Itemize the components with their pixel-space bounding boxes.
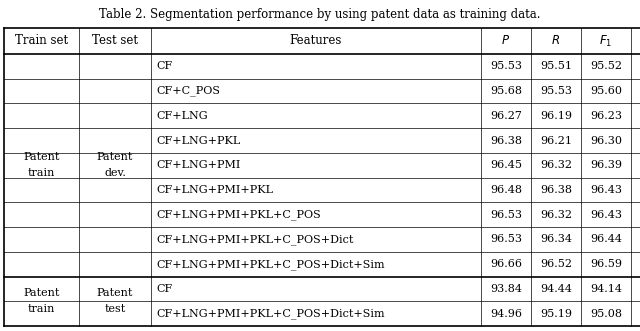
Text: 96.38: 96.38 bbox=[540, 185, 572, 195]
Text: CF+LNG: CF+LNG bbox=[156, 111, 207, 121]
Text: 96.45: 96.45 bbox=[490, 160, 522, 170]
Text: CF+LNG+PMI: CF+LNG+PMI bbox=[156, 160, 241, 170]
Text: Patent
dev.: Patent dev. bbox=[97, 152, 133, 178]
Text: Test set: Test set bbox=[92, 34, 138, 48]
Text: Features: Features bbox=[290, 34, 342, 48]
Text: 94.44: 94.44 bbox=[540, 284, 572, 294]
Text: 96.53: 96.53 bbox=[490, 210, 522, 220]
Text: CF+LNG+PMI+PKL: CF+LNG+PMI+PKL bbox=[156, 185, 273, 195]
Text: 96.52: 96.52 bbox=[540, 259, 572, 269]
Text: $R$: $R$ bbox=[552, 34, 561, 48]
Text: CF: CF bbox=[156, 284, 172, 294]
Text: 96.48: 96.48 bbox=[490, 185, 522, 195]
Text: 96.59: 96.59 bbox=[590, 259, 622, 269]
Text: Patent
train: Patent train bbox=[23, 152, 60, 178]
Text: 95.68: 95.68 bbox=[490, 86, 522, 96]
Text: CF+LNG+PKL: CF+LNG+PKL bbox=[156, 136, 240, 146]
Text: Table 2. Segmentation performance by using patent data as training data.: Table 2. Segmentation performance by usi… bbox=[99, 8, 541, 21]
Text: 96.30: 96.30 bbox=[590, 136, 622, 146]
Text: Train set: Train set bbox=[15, 34, 68, 48]
Text: 96.38: 96.38 bbox=[490, 136, 522, 146]
Text: 95.60: 95.60 bbox=[590, 86, 622, 96]
Text: 95.19: 95.19 bbox=[540, 308, 572, 319]
Text: 96.43: 96.43 bbox=[590, 185, 622, 195]
Text: 95.53: 95.53 bbox=[490, 61, 522, 71]
Text: 95.51: 95.51 bbox=[540, 61, 572, 71]
Text: 96.21: 96.21 bbox=[540, 136, 572, 146]
Text: $P$: $P$ bbox=[502, 34, 511, 48]
Text: Patent
train: Patent train bbox=[23, 288, 60, 314]
Text: CF: CF bbox=[156, 61, 172, 71]
Text: 96.66: 96.66 bbox=[490, 259, 522, 269]
Text: 96.32: 96.32 bbox=[540, 210, 572, 220]
Text: 94.14: 94.14 bbox=[590, 284, 622, 294]
Text: CF+LNG+PMI+PKL+C_POS+Dict+Sim: CF+LNG+PMI+PKL+C_POS+Dict+Sim bbox=[156, 308, 385, 319]
Text: 94.96: 94.96 bbox=[490, 308, 522, 319]
Text: 96.23: 96.23 bbox=[590, 111, 622, 121]
Text: CF+LNG+PMI+PKL+C_POS+Dict+Sim: CF+LNG+PMI+PKL+C_POS+Dict+Sim bbox=[156, 259, 385, 269]
Text: 95.53: 95.53 bbox=[540, 86, 572, 96]
Text: 95.52: 95.52 bbox=[590, 61, 622, 71]
Text: CF+C_POS: CF+C_POS bbox=[156, 86, 220, 96]
Text: CF+LNG+PMI+PKL+C_POS+Dict: CF+LNG+PMI+PKL+C_POS+Dict bbox=[156, 234, 353, 245]
Text: 96.34: 96.34 bbox=[540, 234, 572, 245]
Text: 96.39: 96.39 bbox=[590, 160, 622, 170]
Text: 93.84: 93.84 bbox=[490, 284, 522, 294]
Text: 95.08: 95.08 bbox=[590, 308, 622, 319]
Text: 96.44: 96.44 bbox=[590, 234, 622, 245]
Text: 96.53: 96.53 bbox=[490, 234, 522, 245]
Text: Patent
test: Patent test bbox=[97, 288, 133, 314]
Text: 96.32: 96.32 bbox=[540, 160, 572, 170]
Text: 96.43: 96.43 bbox=[590, 210, 622, 220]
Text: CF+LNG+PMI+PKL+C_POS: CF+LNG+PMI+PKL+C_POS bbox=[156, 210, 321, 220]
Text: $F_1$: $F_1$ bbox=[600, 33, 612, 49]
Text: 96.27: 96.27 bbox=[490, 111, 522, 121]
Text: 96.19: 96.19 bbox=[540, 111, 572, 121]
